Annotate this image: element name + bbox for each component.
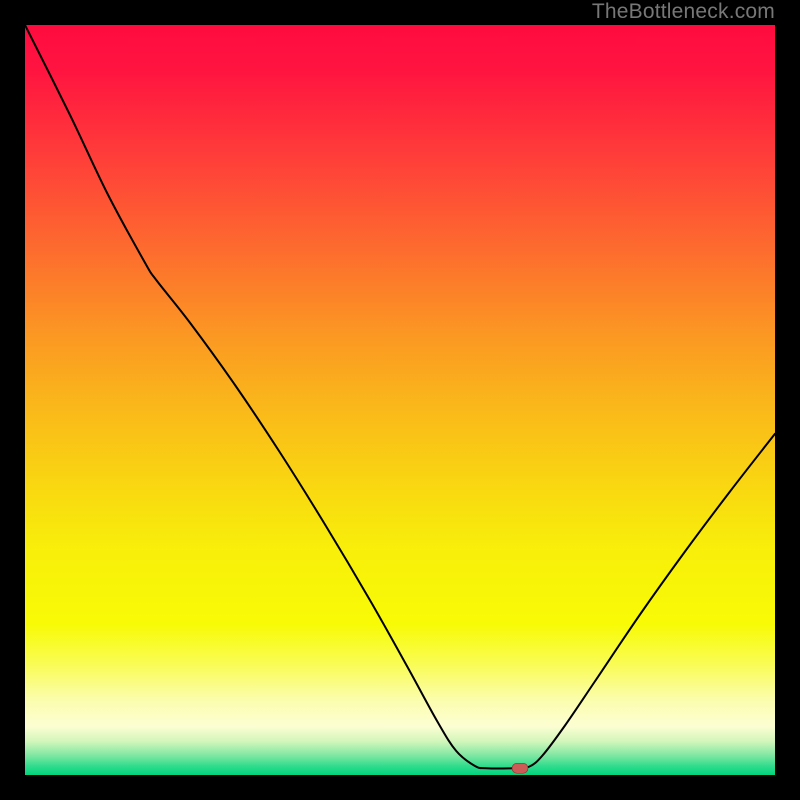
min-point-marker bbox=[512, 763, 528, 773]
plot-area bbox=[25, 25, 775, 775]
attribution-text: TheBottleneck.com bbox=[592, 0, 775, 24]
gradient-background bbox=[25, 25, 775, 775]
plot-svg bbox=[25, 25, 775, 775]
chart-container: TheBottleneck.com bbox=[0, 0, 800, 800]
